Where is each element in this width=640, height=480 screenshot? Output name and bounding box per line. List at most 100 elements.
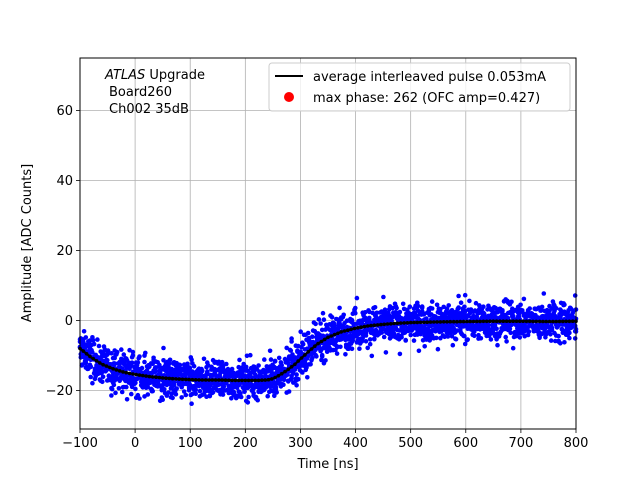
sample-point <box>456 293 461 299</box>
average-point <box>491 319 496 324</box>
sample-point <box>88 374 93 380</box>
sample-point <box>262 357 267 362</box>
sample-point <box>95 337 100 342</box>
sample-point <box>381 294 386 300</box>
average-point <box>359 325 363 330</box>
average-point <box>263 378 268 382</box>
average-point <box>425 320 430 325</box>
sample-point <box>476 332 481 338</box>
sample-point <box>416 348 422 354</box>
sample-point <box>548 332 553 337</box>
average-point <box>518 319 522 324</box>
average-point <box>455 319 459 324</box>
sample-point <box>193 391 198 397</box>
sample-point <box>527 306 532 311</box>
sample-point <box>119 347 124 352</box>
sample-point <box>429 299 435 304</box>
average-point <box>187 377 191 382</box>
x-tick-label: 500 <box>398 436 423 451</box>
average-point <box>203 378 208 382</box>
sample-point <box>562 302 567 308</box>
sample-point <box>450 342 456 348</box>
sample-point <box>224 361 229 367</box>
average-point <box>236 378 241 383</box>
sample-point <box>467 298 472 304</box>
y-tick-label: −20 <box>46 384 73 399</box>
sample-point <box>201 356 207 362</box>
average-point <box>117 369 122 373</box>
sample-point <box>462 292 468 298</box>
sample-point <box>151 355 156 361</box>
sample-point <box>397 351 403 357</box>
sample-point <box>462 341 468 347</box>
legend-marker-swatch <box>284 92 294 102</box>
sample-point <box>90 338 96 343</box>
average-point <box>478 319 482 324</box>
sample-point <box>83 360 89 366</box>
sample-point <box>442 334 447 340</box>
sample-point <box>130 349 136 355</box>
average-line-series <box>78 319 578 383</box>
average-point <box>91 356 95 361</box>
average-point <box>346 328 350 333</box>
sample-point <box>279 363 285 368</box>
sample-point <box>316 317 322 322</box>
sample-point <box>304 365 309 370</box>
sample-point <box>87 338 93 343</box>
sample-point <box>319 327 325 333</box>
average-point <box>197 378 201 382</box>
sample-point <box>137 354 142 359</box>
average-point <box>392 321 396 326</box>
average-point <box>266 377 271 382</box>
annotation-line-1: ATLAS Upgrade <box>104 68 205 83</box>
sample-point <box>90 380 95 386</box>
average-point <box>511 319 515 324</box>
average-point <box>94 359 99 363</box>
sample-point <box>130 353 136 358</box>
sample-point <box>400 301 406 307</box>
average-point <box>408 320 413 325</box>
legend-box <box>268 62 571 112</box>
average-point <box>279 371 284 376</box>
sample-point <box>329 315 335 320</box>
average-point <box>567 319 572 324</box>
sample-point <box>350 338 356 343</box>
sample-point <box>445 334 451 339</box>
sample-point <box>229 366 235 372</box>
average-point <box>465 319 469 324</box>
sample-point <box>419 305 425 311</box>
sample-point <box>383 350 389 355</box>
average-point <box>256 378 261 383</box>
sample-point <box>451 325 457 331</box>
sample-point <box>105 351 111 356</box>
average-point <box>521 319 525 324</box>
sample-point <box>521 296 527 302</box>
sample-point <box>363 339 369 344</box>
sample-point <box>334 351 340 356</box>
average-point <box>227 378 231 383</box>
average-point <box>508 319 512 324</box>
sample-point <box>156 378 161 384</box>
sample-point <box>354 295 360 301</box>
sample-point <box>272 359 278 364</box>
average-point <box>220 378 224 382</box>
sample-point <box>572 336 578 341</box>
sample-point <box>349 346 355 352</box>
average-point <box>435 320 439 324</box>
average-point <box>81 349 86 353</box>
sample-point <box>143 350 148 356</box>
average-point <box>260 378 264 383</box>
sample-point <box>169 391 175 396</box>
average-point <box>141 373 145 378</box>
sample-point <box>548 338 554 343</box>
sample-point <box>310 355 315 361</box>
average-point <box>98 361 102 365</box>
annotation-atlas: ATLAS <box>104 68 145 83</box>
sample-point <box>220 392 226 397</box>
average-point <box>418 320 423 325</box>
average-point <box>451 319 456 324</box>
average-point <box>273 375 277 380</box>
sample-point <box>109 351 114 356</box>
sample-point <box>318 321 323 326</box>
